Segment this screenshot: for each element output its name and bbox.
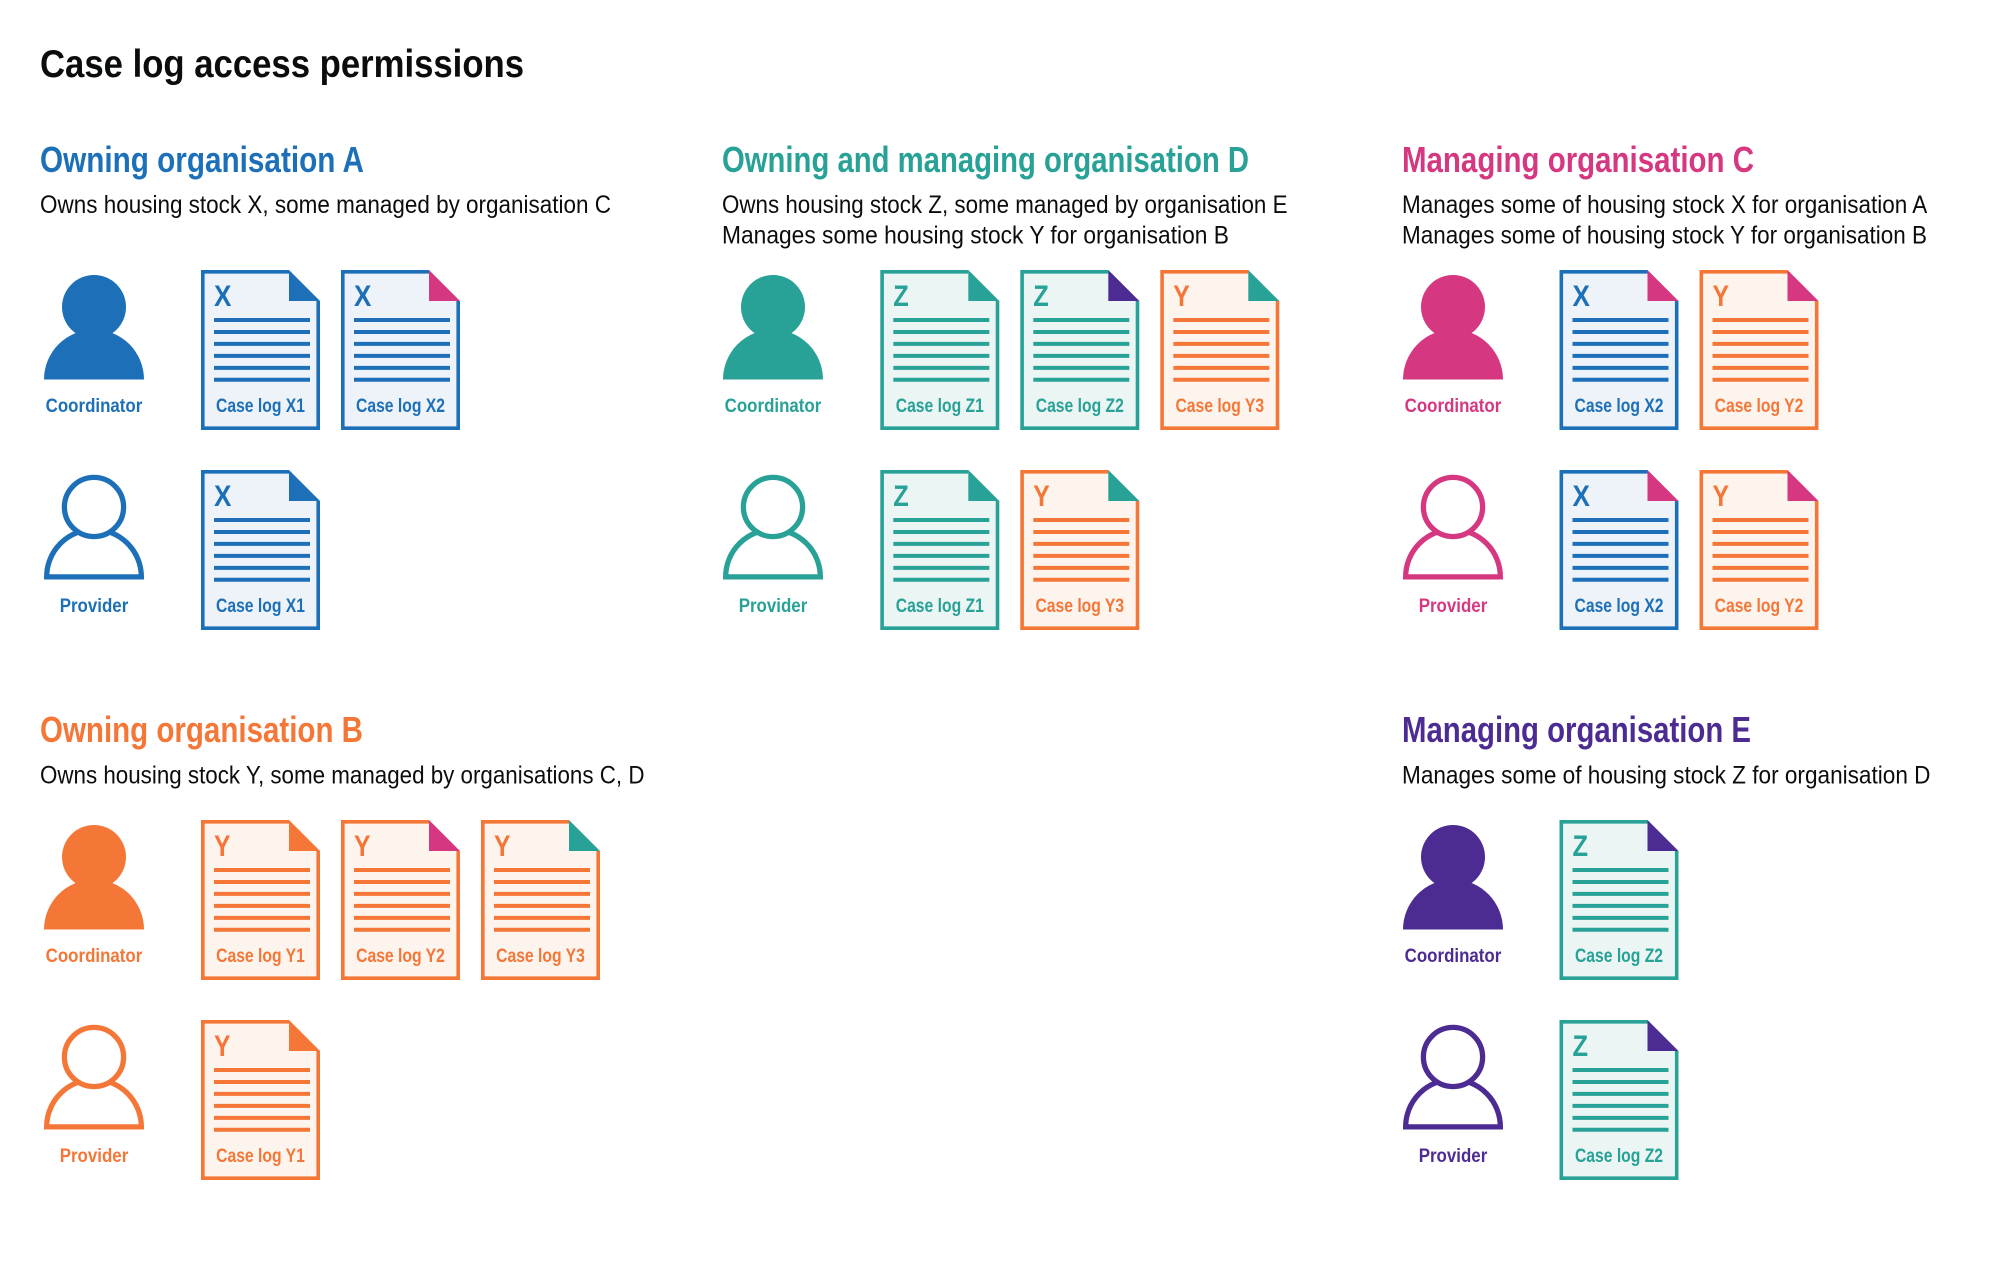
svg-text:Y: Y: [1713, 480, 1730, 513]
svg-text:Case log X1: Case log X1: [216, 596, 305, 617]
svg-text:Coordinator: Coordinator: [46, 946, 143, 967]
svg-text:Case log Z2: Case log Z2: [1036, 396, 1124, 417]
svg-text:Case log Y1: Case log Y1: [216, 1146, 305, 1167]
svg-text:Case log X1: Case log X1: [216, 396, 305, 417]
svg-text:Y: Y: [494, 830, 511, 863]
svg-text:Y: Y: [1033, 480, 1050, 513]
svg-text:Case log Y2: Case log Y2: [356, 946, 445, 967]
svg-text:Owning organisation A: Owning organisation A: [40, 139, 364, 180]
svg-text:Case log Z2: Case log Z2: [1575, 946, 1663, 967]
svg-text:Z: Z: [1573, 1030, 1589, 1063]
svg-text:Owning and managing organisati: Owning and managing organisation D: [722, 139, 1249, 180]
svg-text:Y: Y: [214, 1030, 231, 1063]
svg-text:Case log Y2: Case log Y2: [1715, 396, 1804, 417]
svg-text:Provider: Provider: [1419, 596, 1488, 617]
svg-text:Coordinator: Coordinator: [1405, 396, 1502, 417]
svg-text:Y: Y: [1713, 280, 1730, 313]
svg-text:Owns housing stock X, some man: Owns housing stock X, some managed by or…: [40, 191, 611, 219]
svg-text:Owns housing stock Z, some man: Owns housing stock Z, some managed by or…: [722, 191, 1288, 219]
svg-text:Manages some of housing stock: Manages some of housing stock Y for orga…: [1402, 222, 1927, 250]
svg-text:Manages some of housing stock: Manages some of housing stock Z for orga…: [1402, 762, 1931, 790]
svg-text:Owning organisation B: Owning organisation B: [40, 709, 363, 750]
svg-text:Z: Z: [1573, 830, 1589, 863]
svg-text:Y: Y: [1173, 280, 1190, 313]
svg-text:Y: Y: [214, 830, 231, 863]
svg-text:Provider: Provider: [1419, 1146, 1488, 1167]
svg-text:Case log Y3: Case log Y3: [496, 946, 585, 967]
svg-text:Provider: Provider: [60, 1146, 129, 1167]
svg-text:X: X: [214, 280, 231, 313]
svg-text:Provider: Provider: [739, 596, 808, 617]
svg-text:Managing organisation E: Managing organisation E: [1402, 709, 1751, 750]
svg-text:Case log X2: Case log X2: [1575, 396, 1664, 417]
svg-text:Provider: Provider: [60, 596, 129, 617]
svg-text:Manages some of housing stock: Manages some of housing stock X for orga…: [1402, 191, 1928, 219]
svg-text:X: X: [214, 480, 231, 513]
svg-text:Z: Z: [1033, 280, 1049, 313]
svg-text:Z: Z: [893, 280, 909, 313]
svg-text:X: X: [1573, 280, 1590, 313]
svg-text:X: X: [354, 280, 371, 313]
svg-text:Case log Z1: Case log Z1: [896, 596, 984, 617]
svg-text:Case log Z2: Case log Z2: [1575, 1146, 1663, 1167]
svg-text:Case log access permissions: Case log access permissions: [40, 43, 524, 86]
svg-text:Z: Z: [893, 480, 909, 513]
svg-text:Y: Y: [354, 830, 371, 863]
svg-text:Case log X2: Case log X2: [356, 396, 445, 417]
svg-text:Case log Z1: Case log Z1: [896, 396, 984, 417]
svg-text:Coordinator: Coordinator: [46, 396, 143, 417]
svg-text:Owns housing stock Y, some man: Owns housing stock Y, some managed by or…: [40, 762, 645, 790]
svg-text:Coordinator: Coordinator: [1405, 946, 1502, 967]
svg-text:Managing organisation C: Managing organisation C: [1402, 139, 1754, 180]
svg-text:Case log Y3: Case log Y3: [1175, 396, 1264, 417]
svg-text:X: X: [1573, 480, 1590, 513]
svg-text:Case log Y2: Case log Y2: [1715, 596, 1804, 617]
svg-text:Case log X2: Case log X2: [1575, 596, 1664, 617]
svg-text:Manages some housing stock Y f: Manages some housing stock Y for organis…: [722, 222, 1229, 250]
svg-text:Case log Y1: Case log Y1: [216, 946, 305, 967]
svg-text:Coordinator: Coordinator: [725, 396, 822, 417]
svg-text:Case log Y3: Case log Y3: [1035, 596, 1124, 617]
